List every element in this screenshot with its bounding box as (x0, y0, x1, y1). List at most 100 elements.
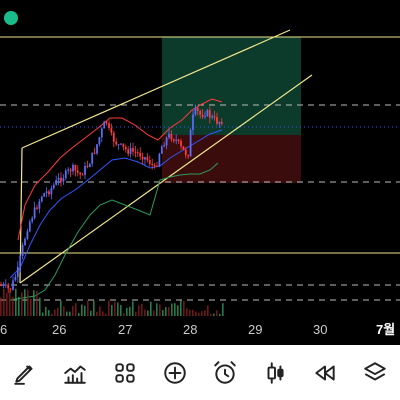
candle-body (151, 163, 154, 166)
candle-body (187, 155, 190, 157)
volume-bar (30, 298, 32, 316)
candle-body (115, 141, 118, 145)
drawing-tool-button[interactable] (7, 355, 43, 391)
volume-bar (183, 301, 185, 316)
candle-body (50, 188, 53, 195)
candle-body (120, 143, 122, 145)
candle-body (93, 152, 96, 154)
volume-bar (216, 310, 218, 316)
candle-body (16, 266, 19, 277)
bottom-toolbar (0, 345, 400, 400)
candle-body (158, 153, 161, 166)
candle-style-button[interactable] (257, 355, 293, 391)
volume-bar (141, 303, 143, 316)
candle-body (141, 156, 144, 160)
candle-body (103, 121, 106, 129)
candle-body (84, 165, 86, 175)
candle-body (127, 149, 130, 154)
candle-body (182, 146, 185, 150)
candle-body (160, 146, 163, 154)
add-button[interactable] (157, 355, 193, 391)
replay-button[interactable] (307, 355, 343, 391)
volume-bar (165, 307, 167, 316)
x-axis-label: 26 (52, 322, 66, 337)
volume-bar (96, 311, 98, 316)
profit-zone (162, 37, 301, 135)
candle-body (199, 111, 202, 115)
candle-body (170, 133, 173, 140)
templates-button[interactable] (107, 355, 143, 391)
candle-body (192, 114, 194, 131)
status-indicator (4, 11, 18, 25)
volume-bar (51, 313, 53, 316)
candle-body (136, 152, 139, 154)
volume-bar (126, 307, 128, 316)
volume-bar (42, 312, 44, 316)
volume-bar (99, 306, 101, 316)
candle-body (112, 132, 115, 142)
candle-body (196, 107, 199, 112)
layers-icon (364, 361, 386, 380)
candle-body (129, 148, 132, 154)
candle-body (180, 141, 182, 147)
candle-body (76, 170, 79, 173)
candle-body (168, 133, 170, 138)
candle-body (220, 121, 223, 124)
add-icon (164, 361, 186, 384)
volume-bar (15, 288, 17, 316)
candle-body (33, 207, 36, 219)
candle-body (184, 149, 187, 156)
layers-button[interactable] (357, 355, 393, 391)
candle-body (132, 148, 134, 152)
candle-body (55, 180, 58, 185)
loss-zone (162, 135, 301, 183)
indicators-button[interactable] (57, 355, 93, 391)
volume-bar (48, 310, 50, 316)
indicators-icon (64, 365, 86, 384)
candle-body (60, 177, 62, 182)
candle-body (216, 117, 218, 124)
candle-body (14, 276, 17, 281)
volume-bar (105, 313, 107, 316)
alert-button[interactable] (207, 355, 243, 391)
candle-body (108, 123, 110, 129)
candle-body (122, 143, 125, 147)
candle-body (201, 114, 204, 117)
candle-body (211, 116, 214, 118)
candle-body (153, 165, 156, 167)
candle-body (57, 177, 60, 181)
candle-body (206, 110, 209, 117)
volume-bar (63, 306, 65, 316)
x-axis-label: 7월 (376, 322, 395, 337)
volume-bar (57, 307, 59, 316)
candle-body (156, 165, 158, 167)
candle-body (48, 191, 50, 195)
volume-bar (180, 300, 182, 316)
replay-icon (315, 365, 335, 380)
volume-bars (0, 288, 224, 316)
volume-bar (6, 292, 8, 316)
price-chart[interactable]: 6 26 27 28 29 30 7월 (0, 0, 400, 345)
volume-bar (39, 297, 41, 316)
candle-body (177, 139, 180, 142)
x-axis-label: 30 (313, 322, 327, 337)
candle-body (45, 191, 48, 194)
candle-body (194, 107, 197, 115)
x-axis-label: 6 (0, 322, 7, 337)
candle-body (88, 163, 91, 168)
candle-body (2, 284, 5, 286)
volume-bar (213, 313, 215, 316)
candle-body (40, 196, 43, 202)
volume-bar (102, 311, 104, 316)
volume-bar (162, 310, 164, 316)
volume-bar (36, 290, 38, 316)
candle-body (144, 157, 146, 160)
candle-body (38, 201, 41, 209)
volume-bar (33, 290, 35, 316)
candle-body (64, 170, 67, 179)
volume-bar (129, 306, 131, 316)
candle-body (213, 116, 216, 118)
candle-body (110, 128, 113, 133)
candle-body (31, 218, 34, 222)
candle-body (74, 164, 77, 171)
